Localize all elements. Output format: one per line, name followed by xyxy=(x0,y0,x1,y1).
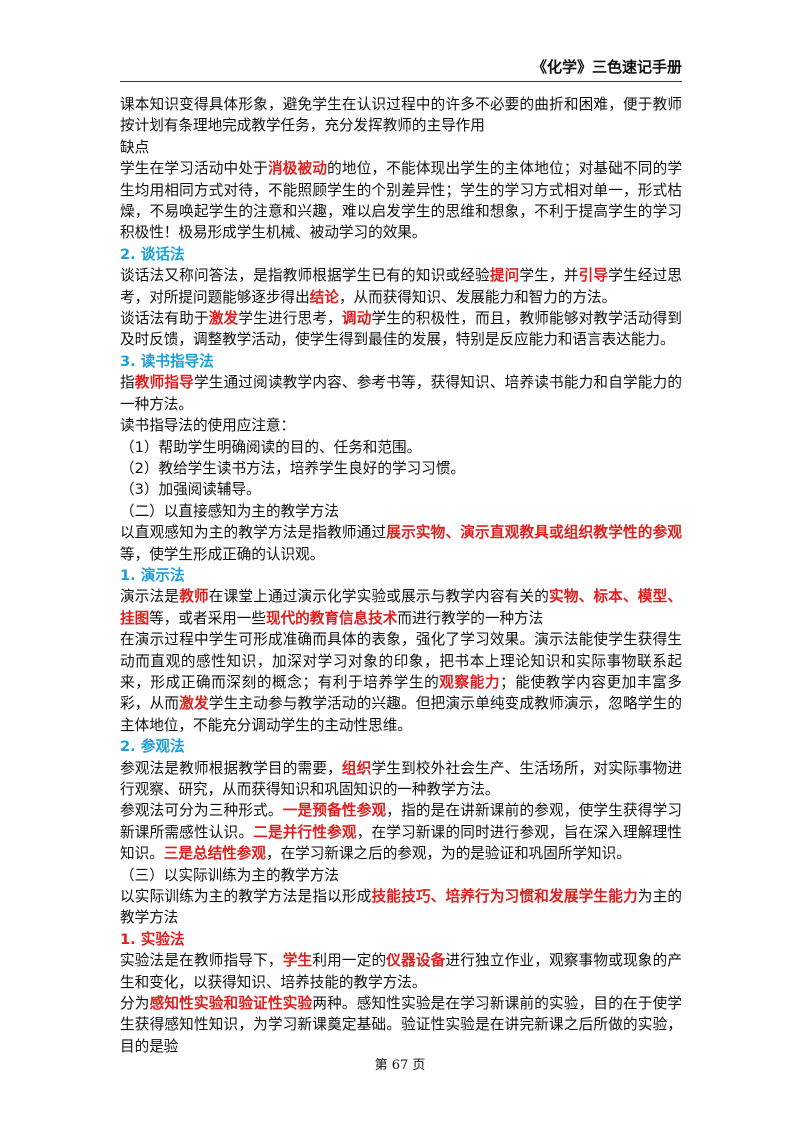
emphasis: 教师 xyxy=(179,588,209,606)
text-run: 学生经过思考，对所提问题能够逐步得出 xyxy=(120,267,682,306)
text-run: 等，或者采用一些 xyxy=(149,609,266,627)
text-run: 进行独立作业，观察事物或现象的产生和变化，以获得知识、培养技能的教学方法。 xyxy=(120,952,682,991)
para: （2）教给学生读书方法，培养学生良好的学习习惯。 xyxy=(120,458,682,479)
text-run: 的地位，不能体现出学生的主体地位；对基础不同的学生均用相同方式对待，不能照顾学生… xyxy=(120,160,682,242)
text-run: 1. 实验法 xyxy=(120,930,185,948)
text-run: （二）以直接感知为主的教学方法 xyxy=(120,502,339,520)
emphasis: 三是总结性参观 xyxy=(163,845,266,863)
emphasis: 提问 xyxy=(489,267,520,285)
para: （二）以直接感知为主的教学方法 xyxy=(120,501,682,522)
emphasis: 仪器设备 xyxy=(386,952,446,970)
page-number: 第 67 页 xyxy=(374,1058,426,1073)
emphasis: 展示实物、演示直观教具或组织教学性的参观 xyxy=(386,524,682,542)
text-run: 学生在学习活动中处于 xyxy=(120,160,268,178)
text-run: ，在学习新课之后的参观，为的是验证和巩固所学知识。 xyxy=(265,845,631,863)
heading: 2. 参观法 xyxy=(120,736,682,757)
para: 缺点 xyxy=(120,137,682,158)
para: 以直观感知为主的教学方法是指教师通过展示实物、演示直观教具或组织教学性的参观等，… xyxy=(120,522,682,565)
para: （3）加强阅读辅导。 xyxy=(120,479,682,500)
para: 谈话法有助于激发学生进行思考，调动学生的积极性，而且，教师能够对教学活动得到及时… xyxy=(120,308,682,351)
red-heading: 1. 实验法 xyxy=(120,929,682,950)
text-run: 谈话法有助于 xyxy=(120,310,209,328)
emphasis: 激发 xyxy=(208,310,239,328)
text-run: 缺点 xyxy=(120,138,150,156)
text-run: ，从而获得知识、发展能力和智力的方法。 xyxy=(338,288,617,306)
text-run: 分为 xyxy=(120,995,150,1013)
para: 参观法是教师根据教学目的需要，组织学生到校外社会生产、生活场所，对实际事物进行观… xyxy=(120,758,682,801)
text-run: 3. 读书指导法 xyxy=(120,352,214,370)
emphasis: 消极被动 xyxy=(267,160,328,178)
text-run: 演示法是 xyxy=(120,588,180,606)
text-run: 在课堂上通过演示化学实验或展示与教学内容有关的 xyxy=(208,588,550,606)
emphasis: 组织 xyxy=(341,759,372,777)
text-run: 学生的积极性，而且，教师能够对教学活动得到及时反馈，调整教学活动，使学生得到最佳… xyxy=(120,310,682,349)
content: 课本知识变得具体形象，避免学生在认识过程中的许多不必要的曲折和困难，便于教师按计… xyxy=(120,94,682,1057)
para: 以实际训练为主的教学方法是指以形成技能技巧、培养行为习惯和发展学生能力为主的教学… xyxy=(120,886,682,929)
para: （1）帮助学生明确阅读的目的、任务和范围。 xyxy=(120,437,682,458)
heading: 2. 谈话法 xyxy=(120,244,682,265)
text-run: 为主的教学方法 xyxy=(120,888,682,927)
emphasis: 现代的教育信息技术 xyxy=(265,609,398,627)
text-run: 指 xyxy=(120,374,135,392)
para: 谈话法又称问答法，是指教师根据学生已有的知识或经验提问学生，并引导学生经过思考，… xyxy=(120,265,682,308)
emphasis: 感知性实验和验证性实验 xyxy=(149,995,313,1013)
text-run: ；能使教学内容更加丰富多彩，从而 xyxy=(120,673,682,713)
emphasis: 技能技巧、培养行为习惯和发展学生能力 xyxy=(371,888,638,906)
text-run: 读书指导法的使用应注意： xyxy=(120,417,296,435)
para: 参观法可分为三种形式。一是预备性参观，指的是在讲新课前的参观，使学生获得学习新课… xyxy=(120,800,682,864)
text-run: 谈话法又称问答法，是指教师根据学生已有的知识或经验 xyxy=(120,267,490,285)
text-run: 实验法是在教师指导下， xyxy=(120,952,283,970)
text-run: 课本知识变得具体形象，避免学生在认识过程中的许多不必要的曲折和困难，便于教师按计… xyxy=(120,96,682,135)
para: 实验法是在教师指导下，学生利用一定的仪器设备进行独立作业，观察事物或现象的产生和… xyxy=(120,950,682,993)
emphasis: 一是预备性参观 xyxy=(282,802,387,820)
text-run: （1）帮助学生明确阅读的目的、任务和范围。 xyxy=(120,438,422,456)
emphasis: 学生 xyxy=(282,952,313,970)
text-run: 学生通过阅读教学内容、参考书等，获得知识、培养读书能力和自学能力的一种方法。 xyxy=(120,374,682,413)
para: 学生在学习活动中处于消极被动的地位，不能体现出学生的主体地位；对基础不同的学生均… xyxy=(120,158,682,244)
text-run: 以实际训练为主的教学方法是指以形成 xyxy=(120,888,372,906)
emphasis: 教师指导 xyxy=(134,374,194,392)
text-run: ，指的是在讲新课前的参观，使学生获得学习新课所需感性认识。 xyxy=(120,802,682,841)
text-run: 以直观感知为主的教学方法是指教师通过 xyxy=(120,524,387,542)
text-run: 利用一定的 xyxy=(312,952,387,970)
header-title: 《化学》三色速记手册 xyxy=(120,56,682,82)
emphasis: 激发 xyxy=(179,695,209,713)
heading: 1. 演示法 xyxy=(120,565,682,586)
emphasis: 观察能力 xyxy=(439,673,501,691)
para: 分为感知性实验和验证性实验两种。感知性实验是在学习新课前的实验，目的在于使学生获… xyxy=(120,993,682,1057)
text-run: 1. 演示法 xyxy=(120,566,185,584)
text-run: 等，使学生形成正确的认识观。 xyxy=(120,545,325,563)
text-run: （3）加强阅读辅导。 xyxy=(120,481,261,499)
text-run: 参观法可分为三种形式。 xyxy=(120,802,283,820)
para: 在演示过程中学生可形成准确而具体的表象，强化了学习效果。演示法能使学生获得生动而… xyxy=(120,629,682,736)
text-run: 在演示过程中学生可形成准确而具体的表象，强化了学习效果。演示法能使学生获得生动而… xyxy=(120,631,682,691)
text-run: 学生，并 xyxy=(519,267,579,285)
para: 课本知识变得具体形象，避免学生在认识过程中的许多不必要的曲折和困难，便于教师按计… xyxy=(120,94,682,137)
text-run: 参观法是教师根据教学目的需要， xyxy=(120,759,342,777)
heading: 3. 读书指导法 xyxy=(120,351,682,372)
emphasis: 调动 xyxy=(341,310,372,328)
text-run: （三）以实际训练为主的教学方法 xyxy=(120,866,339,884)
text-run: （2）教给学生读书方法，培养学生良好的学习习惯。 xyxy=(120,459,465,477)
para: 指教师指导学生通过阅读教学内容、参考书等，获得知识、培养读书能力和自学能力的一种… xyxy=(120,372,682,415)
emphasis: 实物、标本、模型、挂图 xyxy=(120,588,682,627)
para: 读书指导法的使用应注意： xyxy=(120,415,682,436)
text-run: 学生进行思考， xyxy=(238,310,342,328)
emphasis: 引导 xyxy=(578,267,609,285)
para: 演示法是教师在课堂上通过演示化学实验或展示与教学内容有关的实物、标本、模型、挂图… xyxy=(120,586,682,629)
para: （三）以实际训练为主的教学方法 xyxy=(120,865,682,886)
text-run: 学生主动参与教学活动的兴趣。但把演示单纯变成教师演示，忽略学生的主体地位，不能充… xyxy=(120,695,682,734)
emphasis: 二是并行性参观 xyxy=(253,823,357,841)
text-run: 两种。感知性实验是在学习新课前的实验，目的在于使学生获得感知性知识，为学习新课奠… xyxy=(120,995,682,1055)
text-run: 2. 谈话法 xyxy=(120,245,185,263)
text-run: 学生到校外社会生产、生活场所，对实际事物进行观察、研究，从而获得知识和巩固知识的… xyxy=(120,759,682,798)
emphasis: 结论 xyxy=(309,288,339,306)
text-run: ，在学习新课的同时进行参观，旨在深入理解理性知识。 xyxy=(120,823,682,863)
text-run: 而进行教学的一种方法 xyxy=(397,609,544,627)
text-run: 2. 参观法 xyxy=(120,738,185,756)
